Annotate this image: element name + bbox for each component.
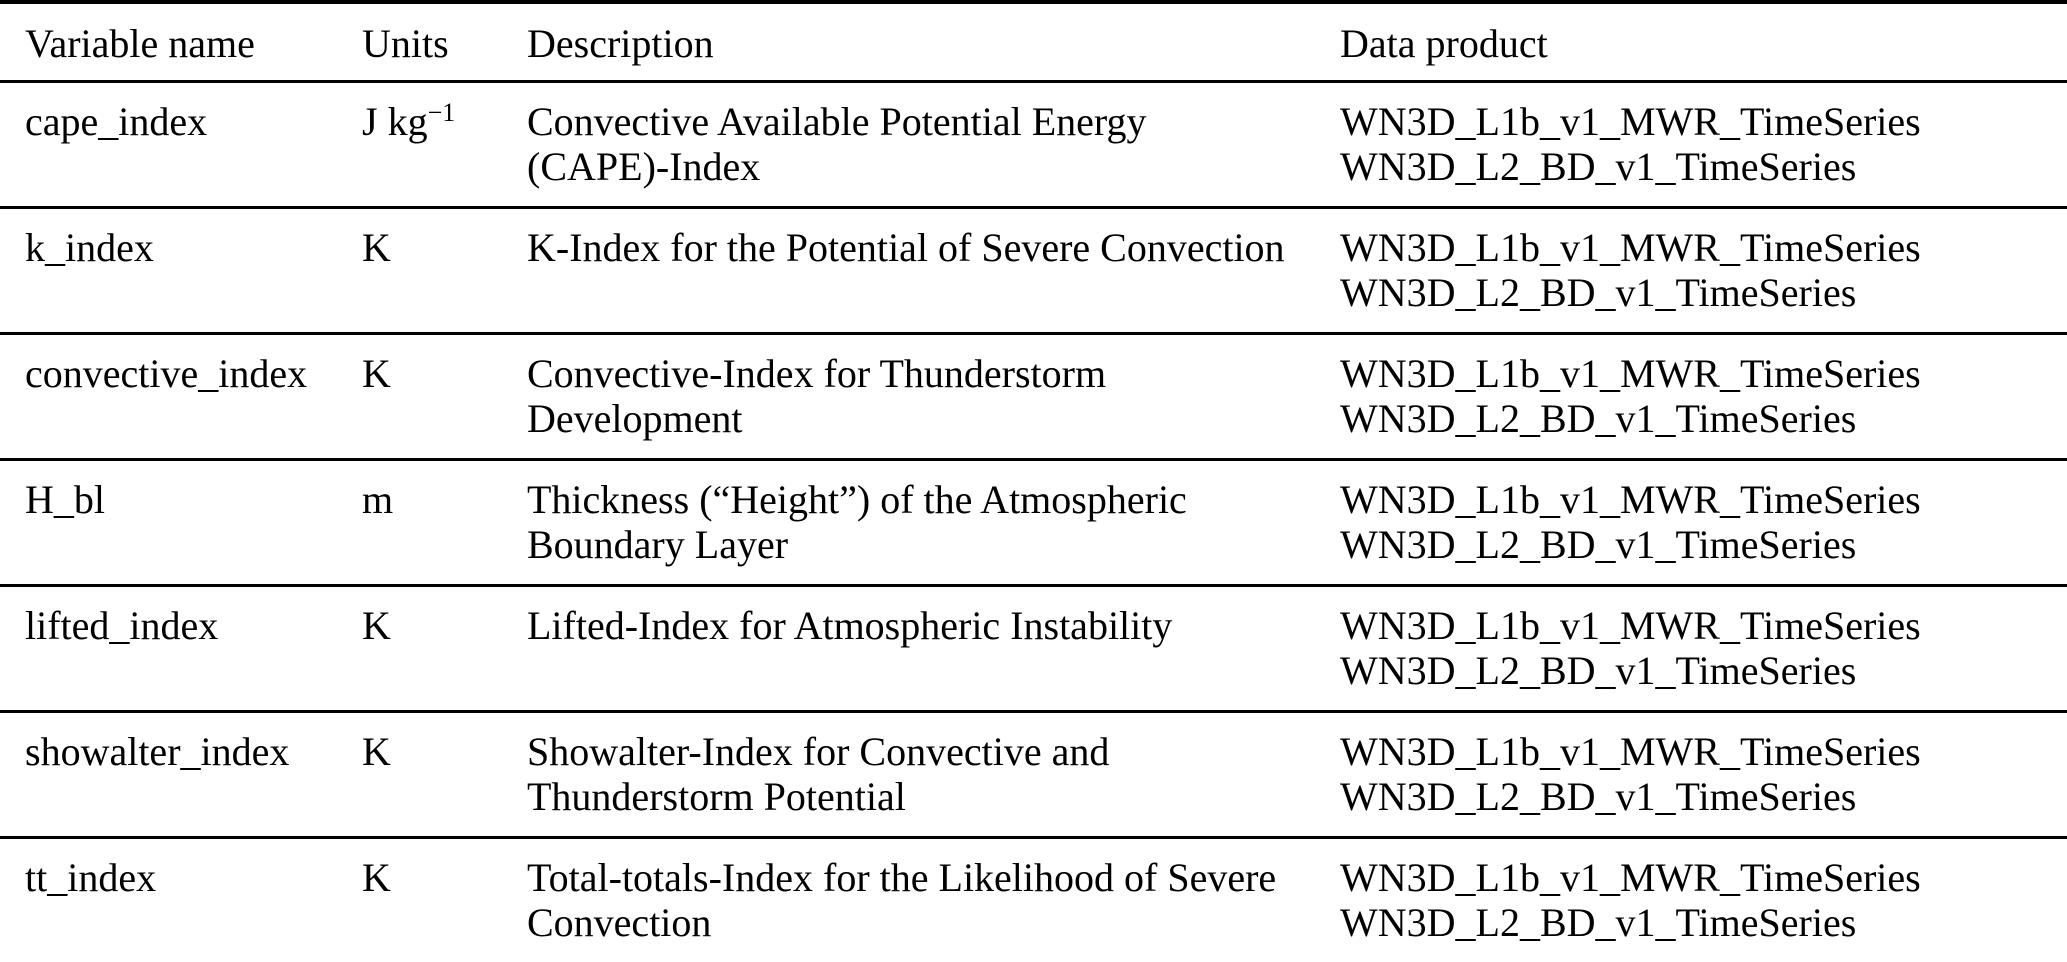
cell-units: K	[362, 585, 527, 713]
cell-description: Convective Available Potential Energy (C…	[527, 81, 1340, 209]
cell-description: Total-totals-Index for the Likelihood of…	[527, 837, 1340, 962]
column-header-data-product: Data product	[1340, 2, 2067, 83]
table-row-h-bl: H_bl m Thickness (“Height”) of the Atmos…	[0, 459, 2067, 587]
cell-units: m	[362, 459, 527, 587]
cell-description: Thickness (“Height”) of the Atmospheric …	[527, 459, 1340, 587]
cell-units: K	[362, 333, 527, 461]
data-product-line: WN3D_L2_BD_v1_TimeSeries	[1340, 522, 1857, 567]
cell-variable: tt_index	[0, 837, 362, 962]
table-row-convective-index: convective_index K Convective-Index for …	[0, 333, 2067, 461]
data-product-line: WN3D_L2_BD_v1_TimeSeries	[1340, 270, 1857, 315]
unit-base: m	[362, 477, 394, 522]
data-product-line: WN3D_L1b_v1_MWR_TimeSeries	[1340, 225, 1921, 270]
cell-description: Showalter-Index for Convective and Thund…	[527, 711, 1340, 839]
data-product-line: WN3D_L1b_v1_MWR_TimeSeries	[1340, 99, 1921, 144]
cell-units: K	[362, 711, 527, 839]
data-product-line: WN3D_L2_BD_v1_TimeSeries	[1340, 648, 1857, 693]
data-product-line: WN3D_L2_BD_v1_TimeSeries	[1340, 774, 1857, 819]
data-product-line: WN3D_L1b_v1_MWR_TimeSeries	[1340, 477, 1921, 522]
data-product-line: WN3D_L1b_v1_MWR_TimeSeries	[1340, 603, 1921, 648]
cell-data-product: WN3D_L1b_v1_MWR_TimeSeries WN3D_L2_BD_v1…	[1340, 81, 2067, 209]
cell-variable: cape_index	[0, 81, 362, 209]
cell-description: Convective-Index for Thunderstorm Develo…	[527, 333, 1340, 461]
data-product-line: WN3D_L2_BD_v1_TimeSeries	[1340, 900, 1857, 945]
cell-units: K	[362, 837, 527, 962]
column-header-units: Units	[362, 2, 527, 83]
table-row-tt-index: tt_index K Total-totals-Index for the Li…	[0, 837, 2067, 962]
column-header-variable-name: Variable name	[0, 2, 362, 83]
table-row-k-index: k_index K K-Index for the Potential of S…	[0, 207, 2067, 335]
cell-data-product: WN3D_L1b_v1_MWR_TimeSeries WN3D_L2_BD_v1…	[1340, 585, 2067, 713]
column-header-description: Description	[527, 2, 1340, 83]
cell-data-product: WN3D_L1b_v1_MWR_TimeSeries WN3D_L2_BD_v1…	[1340, 333, 2067, 461]
table-row-cape-index: cape_index J kg−1 Convective Available P…	[0, 81, 2067, 209]
cell-data-product: WN3D_L1b_v1_MWR_TimeSeries WN3D_L2_BD_v1…	[1340, 837, 2067, 962]
unit-base: K	[362, 351, 391, 396]
cell-data-product: WN3D_L1b_v1_MWR_TimeSeries WN3D_L2_BD_v1…	[1340, 207, 2067, 335]
data-product-line: WN3D_L1b_v1_MWR_TimeSeries	[1340, 729, 1921, 774]
data-product-line: WN3D_L1b_v1_MWR_TimeSeries	[1340, 351, 1921, 396]
unit-base: K	[362, 729, 391, 774]
cell-description: Lifted-Index for Atmospheric Instability	[527, 585, 1340, 713]
cell-data-product: WN3D_L1b_v1_MWR_TimeSeries WN3D_L2_BD_v1…	[1340, 459, 2067, 587]
cell-variable: H_bl	[0, 459, 362, 587]
table-body: cape_index J kg−1 Convective Available P…	[0, 81, 2067, 962]
unit-exponent: −1	[427, 98, 456, 127]
data-product-line: WN3D_L2_BD_v1_TimeSeries	[1340, 396, 1857, 441]
unit-base: K	[362, 603, 391, 648]
unit-base: K	[362, 855, 391, 900]
header-row: Variable name Units Description Data pro…	[0, 2, 2067, 83]
cell-variable: showalter_index	[0, 711, 362, 839]
table-row-showalter-index: showalter_index K Showalter-Index for Co…	[0, 711, 2067, 839]
unit-base: K	[362, 225, 391, 270]
table-header: Variable name Units Description Data pro…	[0, 2, 2067, 83]
cell-description: K-Index for the Potential of Severe Conv…	[527, 207, 1340, 335]
cell-variable: convective_index	[0, 333, 362, 461]
cell-units: K	[362, 207, 527, 335]
data-product-line: WN3D_L1b_v1_MWR_TimeSeries	[1340, 855, 1921, 900]
cell-variable: lifted_index	[0, 585, 362, 713]
cell-units: J kg−1	[362, 81, 527, 209]
data-product-line: WN3D_L2_BD_v1_TimeSeries	[1340, 144, 1857, 189]
cell-variable: k_index	[0, 207, 362, 335]
table-row-lifted-index: lifted_index K Lifted-Index for Atmosphe…	[0, 585, 2067, 713]
unit-base: J kg	[362, 99, 428, 144]
cell-data-product: WN3D_L1b_v1_MWR_TimeSeries WN3D_L2_BD_v1…	[1340, 711, 2067, 839]
